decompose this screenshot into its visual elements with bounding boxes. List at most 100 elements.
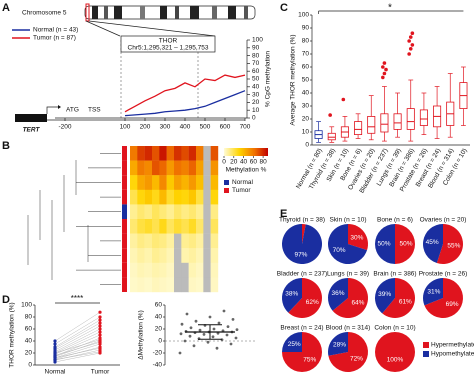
region-coords: Chr5:1,295,321 – 1,295,753 [128, 45, 209, 52]
box [380, 113, 389, 133]
heatmap-cell [159, 233, 167, 249]
heatmap-cell [130, 175, 138, 190]
heatmap-cell [166, 262, 175, 278]
heatmap-cell [159, 277, 167, 293]
heatmap-cell [130, 160, 138, 176]
data-point [194, 319, 198, 323]
data-point [231, 318, 235, 321]
legend-swatch [423, 342, 429, 348]
pie-slice [375, 332, 415, 372]
pie-slice [328, 224, 368, 264]
outlier [382, 61, 387, 65]
y-tick-label: 0 [158, 338, 162, 345]
heatmap-cell [174, 175, 182, 190]
y-tick-label: 60 [252, 68, 260, 75]
y-tick-label: 100 [298, 12, 309, 19]
panel-label: D [2, 294, 10, 306]
heatmap-cell [137, 160, 145, 176]
pie-title: Thyroid (n = 38) [279, 217, 325, 224]
heatmap-cell [144, 189, 153, 205]
series-line [124, 90, 246, 117]
data-point [179, 332, 183, 336]
x-tick-label: Normal [45, 369, 67, 376]
heatmap-cell [196, 189, 204, 205]
heatmap-cell [130, 277, 138, 293]
y-tick-label: -40 [153, 362, 163, 369]
pie-label: 36% [332, 290, 345, 297]
sample-group [122, 219, 127, 234]
heatmap-cell [166, 233, 175, 249]
ideogram [84, 3, 256, 37]
sample-group [122, 248, 127, 263]
data-point [98, 346, 102, 350]
heatmap-cell [152, 175, 160, 190]
x-tick-label: 500 [200, 124, 211, 131]
heatmap-cell [188, 175, 197, 190]
heatmap-cell [152, 233, 160, 249]
y-tick-label: 40 [25, 338, 33, 345]
heatmap-cell [159, 248, 167, 263]
heatmap-cell [166, 160, 175, 176]
pie-title: Lungs (n = 39) [327, 271, 369, 278]
panel-label: E [280, 208, 287, 220]
data-point [234, 336, 238, 340]
data-point [98, 324, 102, 328]
sample-group [122, 160, 127, 176]
pie-slice [332, 278, 368, 318]
pie-label: 38% [285, 291, 298, 298]
heatmap-cell [144, 175, 153, 190]
pie-slice [375, 224, 395, 264]
heatmap-cell [130, 262, 138, 278]
sample-group [122, 175, 127, 190]
colorbar [224, 148, 268, 156]
pie-title: Prostate (n = 26) [419, 271, 468, 278]
heatmap-cell [174, 248, 182, 263]
sample-group [122, 277, 127, 292]
outlier [407, 39, 411, 43]
heatmap-cell [188, 248, 197, 263]
outlier [381, 65, 385, 69]
y-tick-label: 80 [302, 38, 310, 45]
heatmap-cell [196, 262, 204, 278]
heatmap-cell [130, 189, 138, 205]
heatmap-cell [152, 146, 160, 161]
legend-label: Hypomethylated [431, 351, 474, 358]
data-point [53, 339, 57, 343]
data-point [206, 340, 210, 344]
heatmap-cell [210, 262, 219, 278]
colorbar-tick-label: 20 [230, 159, 238, 166]
heatmap-cell [203, 189, 211, 205]
heatmap-cell [203, 277, 211, 293]
data-point [98, 327, 102, 331]
pie-slice [282, 224, 323, 264]
y-tick-label: 30 [302, 103, 310, 110]
outlier [410, 31, 415, 35]
heatmap-cell [181, 175, 189, 190]
y-tick-label: 50 [252, 76, 260, 83]
heatmap-cell [188, 204, 197, 220]
heatmap-cell [159, 146, 167, 161]
heatmap-cell [137, 189, 145, 205]
colorbar-label: Methylation % [226, 167, 267, 174]
x-tick-label: -200 [58, 124, 71, 131]
heatmap-cell [210, 277, 219, 293]
pie-slice [328, 332, 368, 372]
pie-title: Bone (n = 6) [377, 217, 413, 224]
outlier [410, 43, 415, 47]
heatmap-cell [181, 248, 189, 263]
data-point [53, 351, 57, 355]
data-point [222, 309, 226, 313]
pie-slice [436, 224, 463, 264]
data-point [188, 334, 192, 338]
pie-label: 75% [303, 356, 316, 363]
data-point [98, 321, 102, 325]
box [354, 121, 363, 135]
pie-slice [423, 278, 443, 306]
y-tick-label: 40 [155, 314, 163, 321]
pie-slice [282, 332, 302, 352]
heatmap-cell [166, 248, 175, 263]
heatmap-cell [196, 248, 204, 263]
colorbar-tick-label: 60 [250, 159, 258, 166]
pair-line [54, 351, 101, 360]
data-point [98, 340, 102, 344]
